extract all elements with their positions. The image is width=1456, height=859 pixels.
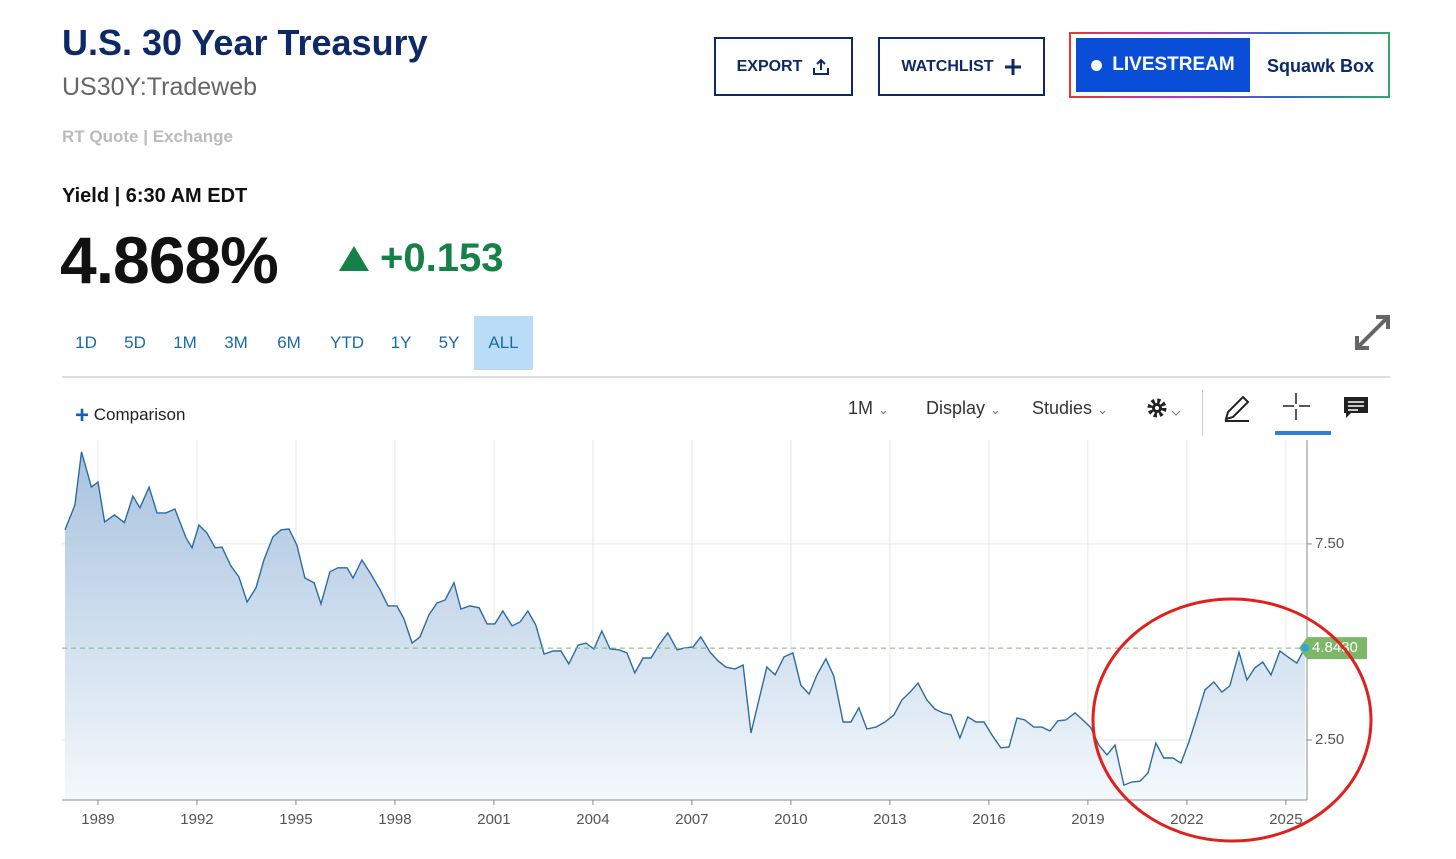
x-tick-label: 2016	[972, 811, 1005, 828]
x-tick-label: 2010	[774, 811, 807, 828]
y-tick-label: 2.50	[1315, 731, 1344, 748]
symbol: US30Y:Tradeweb	[62, 73, 258, 101]
livestream-box[interactable]: LIVESTREAM Squawk Box	[1069, 32, 1390, 98]
quote-title: U.S. 30 Year Treasury	[62, 22, 428, 63]
crosshair-icon[interactable]	[1282, 392, 1312, 422]
range-button[interactable]: 6M	[277, 333, 301, 352]
annotation-circle	[1091, 597, 1373, 843]
studies-label: Studies	[1032, 398, 1093, 418]
x-tick-label: 2001	[477, 811, 510, 828]
interval-label: 1M	[848, 398, 874, 418]
up-arrow	[339, 246, 369, 271]
watchlist-button[interactable]: WATCHLIST	[878, 37, 1045, 96]
x-tick-label: 2013	[873, 811, 906, 828]
x-tick-label: 1992	[180, 811, 213, 828]
change: +0.153	[380, 236, 504, 280]
x-tick-label: 2025	[1269, 811, 1302, 828]
livestream-label: LIVESTREAM	[1112, 54, 1235, 75]
studies-menu[interactable]: Studies ⌄	[1032, 398, 1108, 418]
chart: 1989 1992 1995 1998 2001 2004 2007 2010 2013 2016…	[62, 440, 1367, 828]
last-point	[1301, 643, 1310, 652]
quote-source: RT Quote | Exchange	[62, 127, 234, 146]
plus-icon	[1004, 58, 1021, 75]
range-button[interactable]: 1Y	[390, 333, 412, 352]
toolbar-divider	[1202, 390, 1203, 436]
live-dot	[1091, 59, 1103, 71]
range-button[interactable]: 5D	[124, 333, 146, 352]
expand-icon[interactable]	[1354, 314, 1391, 351]
separator	[62, 376, 1390, 378]
display-label: Display	[926, 398, 986, 418]
export-icon	[813, 58, 830, 75]
range-button[interactable]: ALL	[474, 316, 533, 370]
range-button[interactable]: 1M	[173, 333, 197, 352]
yield-time: Yield | 6:30 AM EDT	[62, 185, 248, 207]
y-tick-label: 7.50	[1315, 535, 1344, 552]
x-tick-label: 1995	[279, 811, 312, 828]
show-name: Squawk Box	[1267, 56, 1375, 76]
export-label: EXPORT	[736, 57, 803, 75]
comparison-button[interactable]: + Comparison	[75, 402, 186, 429]
range-button[interactable]: 5Y	[438, 333, 460, 352]
x-tick-label: 1989	[81, 811, 114, 828]
x-tick-label: 2007	[675, 811, 708, 828]
settings-icon[interactable]	[1146, 397, 1186, 421]
price: 4.868%	[60, 223, 279, 297]
active-tool-underline	[1275, 431, 1331, 435]
interval-menu[interactable]: 1M ⌄	[848, 398, 889, 418]
x-tick-label: 2004	[576, 811, 609, 828]
range-button[interactable]: YTD	[330, 333, 364, 352]
range-button[interactable]: 1D	[75, 333, 97, 352]
area	[64, 451, 1306, 800]
x-tick-label: 1998	[378, 811, 411, 828]
watchlist-label: WATCHLIST	[901, 57, 994, 75]
comparison-label: Comparison	[93, 405, 186, 424]
draw-icon[interactable]	[1222, 393, 1252, 423]
range-button[interactable]: 3M	[224, 333, 248, 352]
livestream-button[interactable]: LIVESTREAM	[1076, 38, 1250, 92]
export-button[interactable]: EXPORT	[714, 37, 853, 96]
display-menu[interactable]: Display ⌄	[926, 398, 1001, 418]
x-tick-label: 2022	[1170, 811, 1203, 828]
comment-icon[interactable]	[1343, 396, 1369, 420]
x-tick-label: 2019	[1071, 811, 1104, 828]
